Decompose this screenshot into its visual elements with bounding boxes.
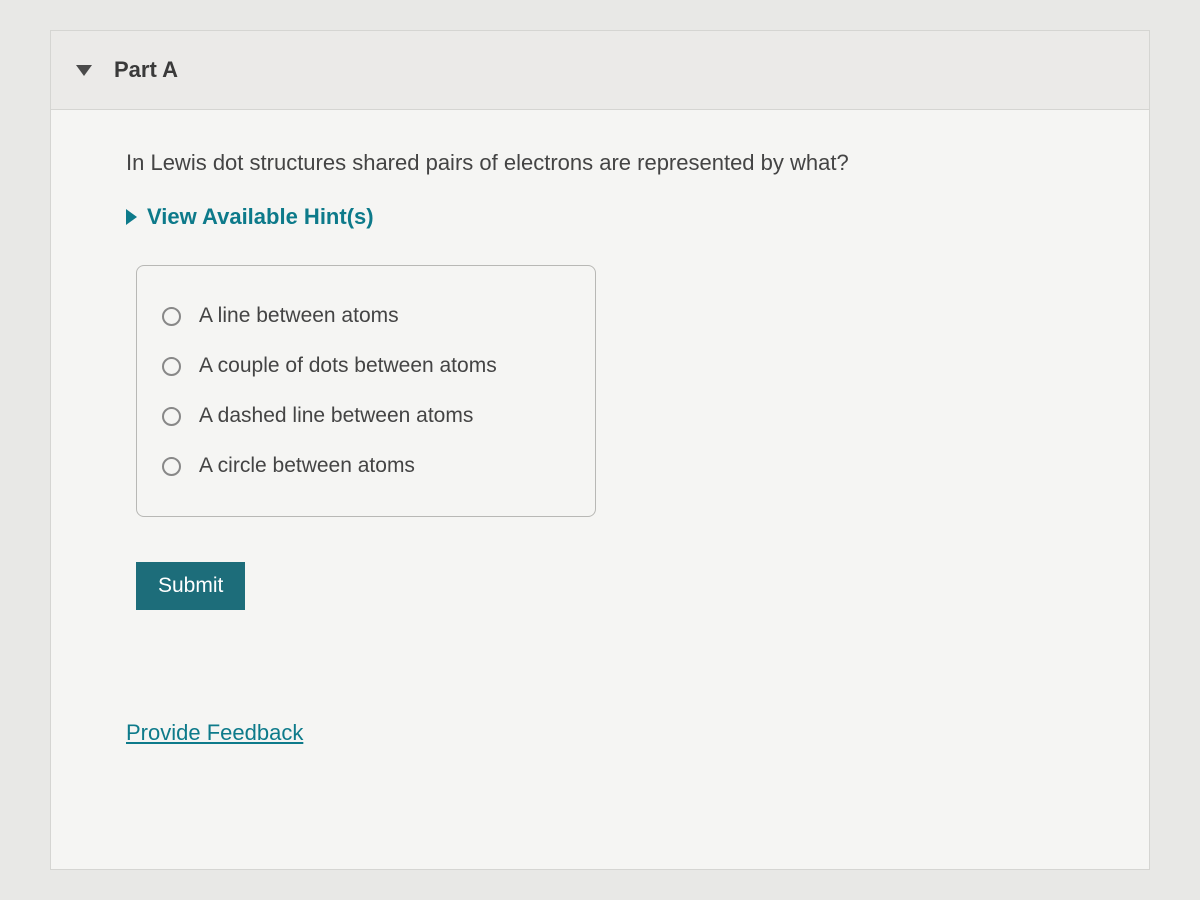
option-label[interactable]: A circle between atoms (199, 454, 415, 478)
content-area: In Lewis dot structures shared pairs of … (51, 110, 1149, 786)
option-row[interactable]: A dashed line between atoms (162, 391, 565, 441)
part-header[interactable]: Part A (51, 31, 1149, 110)
submit-button[interactable]: Submit (136, 562, 245, 610)
option-row[interactable]: A line between atoms (162, 291, 565, 341)
radio-icon[interactable] (162, 457, 181, 476)
provide-feedback-link[interactable]: Provide Feedback (126, 720, 303, 745)
option-row[interactable]: A couple of dots between atoms (162, 341, 565, 391)
question-text: In Lewis dot structures shared pairs of … (126, 150, 1094, 176)
answer-options-box: A line between atoms A couple of dots be… (136, 265, 596, 517)
hints-link-label[interactable]: View Available Hint(s) (147, 204, 374, 230)
part-title: Part A (114, 57, 178, 83)
radio-icon[interactable] (162, 407, 181, 426)
radio-icon[interactable] (162, 307, 181, 326)
option-label[interactable]: A couple of dots between atoms (199, 354, 497, 378)
radio-icon[interactable] (162, 357, 181, 376)
feedback-section: Provide Feedback (126, 690, 1094, 746)
expand-right-icon[interactable] (126, 209, 137, 225)
view-hints-toggle[interactable]: View Available Hint(s) (126, 204, 1094, 230)
option-label[interactable]: A dashed line between atoms (199, 404, 473, 428)
option-label[interactable]: A line between atoms (199, 304, 399, 328)
question-panel: Part A In Lewis dot structures shared pa… (50, 30, 1150, 870)
collapse-down-icon[interactable] (76, 65, 92, 76)
option-row[interactable]: A circle between atoms (162, 441, 565, 491)
